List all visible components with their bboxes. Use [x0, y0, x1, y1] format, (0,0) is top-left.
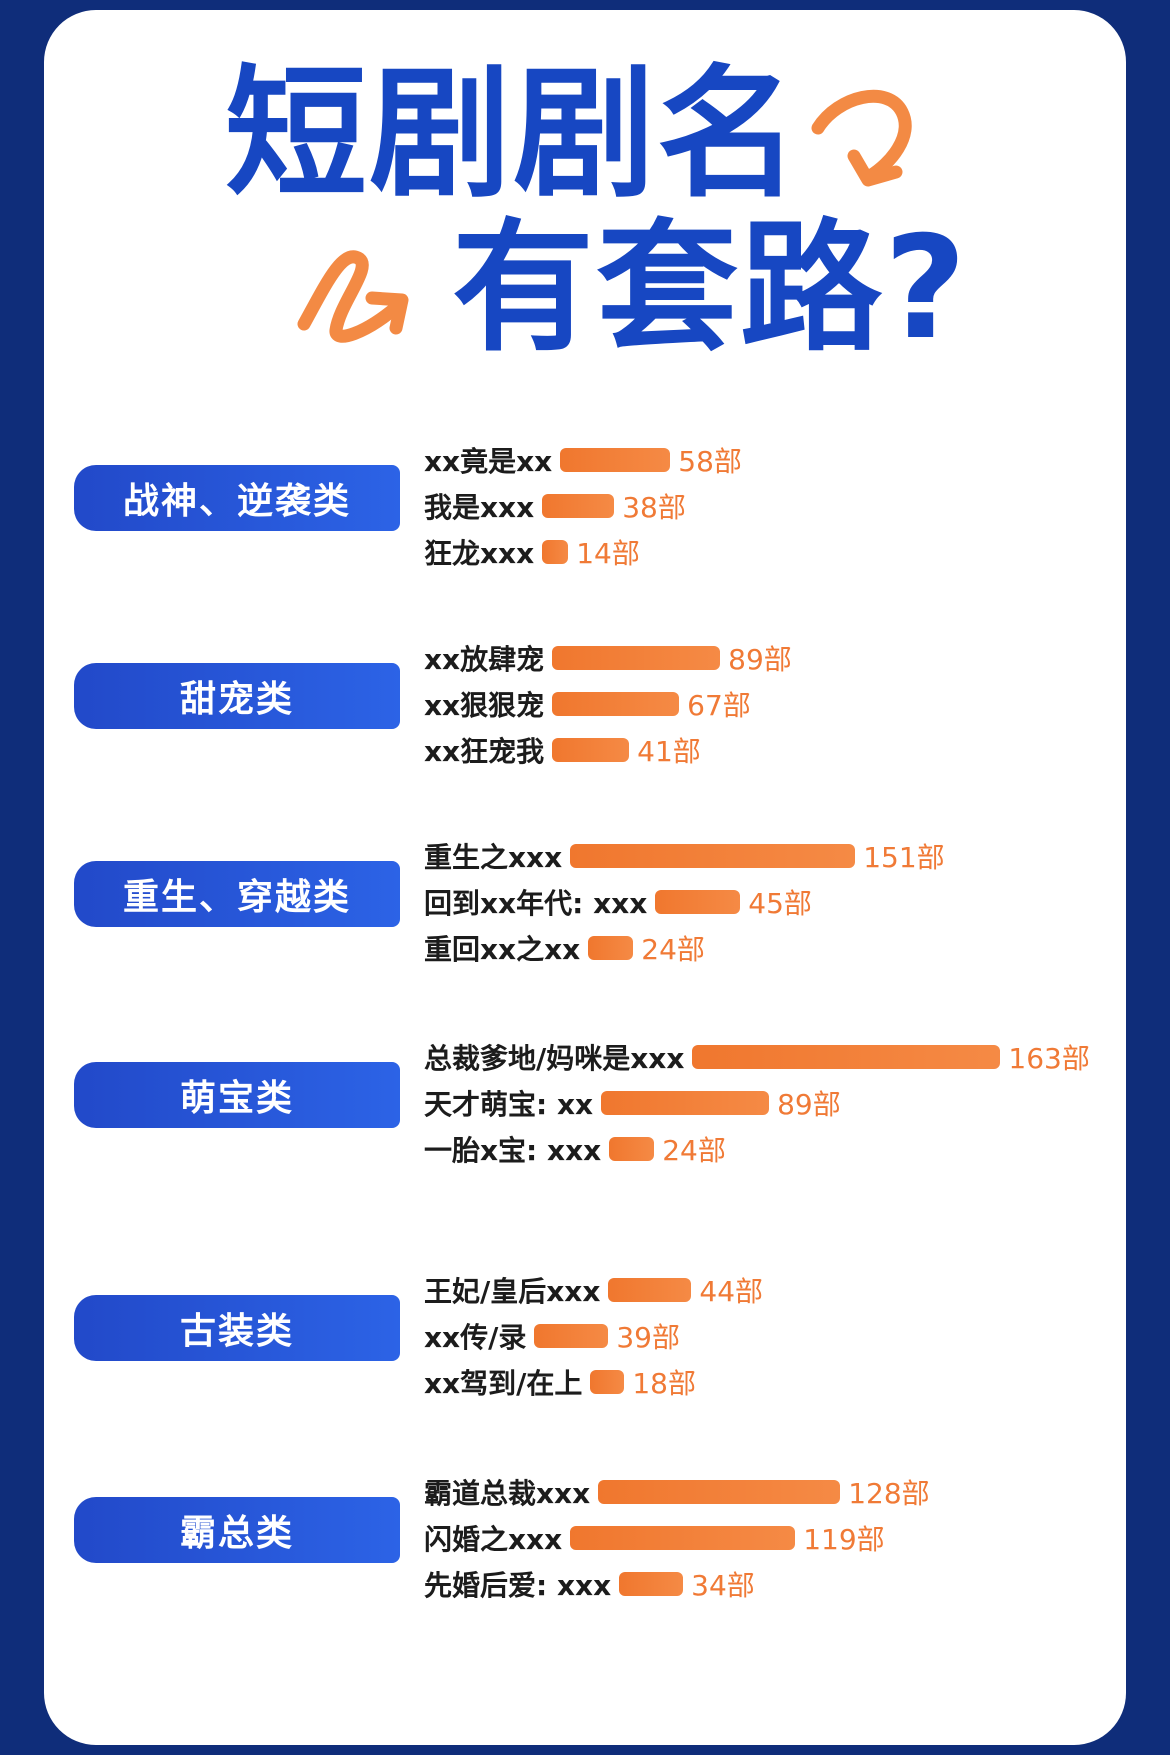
- bar-value-label: 44部: [699, 1275, 764, 1308]
- title-line-1: 短剧剧名: [225, 52, 801, 217]
- bar: [608, 1278, 692, 1302]
- bar: [570, 844, 856, 868]
- bar: [552, 692, 680, 716]
- bar: [542, 540, 569, 564]
- bar-row: xx竟是xx 58部: [424, 440, 742, 480]
- bar-value-label: 24部: [662, 1134, 726, 1167]
- bar-label: xx狠狠宠: [424, 689, 545, 722]
- bar: [570, 1526, 796, 1550]
- bar-value-label: 163部: [1008, 1042, 1090, 1075]
- category-label: 甜宠类: [74, 663, 400, 729]
- bar-value-label: 24部: [641, 933, 705, 966]
- bar-row: 回到xx年代: xxx 45部: [424, 882, 812, 922]
- bar-value-label: 58部: [678, 445, 742, 478]
- bar-value-label: 151部: [863, 841, 945, 874]
- bar-label: xx狂宠我: [424, 735, 545, 768]
- bar-label: xx放肆宠: [424, 643, 545, 676]
- bar-value-label: 119部: [803, 1523, 885, 1556]
- category-label: 战神、逆袭类: [74, 465, 400, 531]
- bar-value-label: 34部: [691, 1569, 755, 1602]
- bar: [560, 448, 671, 472]
- bar-row: 狂龙xxx 14部: [424, 532, 640, 572]
- category-label: 霸总类: [74, 1497, 400, 1563]
- bar-row: 王妃/皇后xxx 44部: [424, 1270, 763, 1310]
- squiggle-arrow-icon: [297, 250, 409, 343]
- bar-label: 狂龙xxx: [424, 537, 535, 570]
- bar-row: 先婚后爱: xxx 34部: [424, 1564, 755, 1604]
- bar-label: 我是xxx: [424, 491, 535, 524]
- bar-value-label: 67部: [687, 689, 751, 722]
- bar-value-label: 14部: [576, 537, 640, 570]
- bar: [552, 738, 630, 762]
- bar-label: 重生之xxx: [424, 841, 563, 874]
- category-label: 古装类: [74, 1295, 400, 1361]
- category-label: 萌宝类: [74, 1062, 400, 1128]
- bar: [655, 890, 741, 914]
- bar-row: 重生之xxx 151部: [424, 836, 945, 876]
- bar: [692, 1045, 1001, 1069]
- bar-value-label: 45部: [748, 887, 812, 920]
- bar-row: 闪婚之xxx 119部: [424, 1518, 885, 1558]
- bar-row: 霸道总裁xxx 128部: [424, 1472, 930, 1512]
- bar-label: 先婚后爱: xxx: [424, 1569, 612, 1602]
- bar: [609, 1137, 655, 1161]
- bar-row: 重回xx之xx 24部: [424, 928, 705, 968]
- bar-value-label: 41部: [637, 735, 701, 768]
- bar-label: 霸道总裁xxx: [424, 1477, 591, 1510]
- bar-label: xx传/录: [424, 1321, 527, 1354]
- bar: [552, 646, 721, 670]
- bar-label: 王妃/皇后xxx: [424, 1275, 601, 1308]
- bar-row: 一胎x宝: xxx 24部: [424, 1129, 726, 1169]
- bar-label: xx驾到/在上: [424, 1367, 583, 1400]
- bar-label: xx竟是xx: [424, 445, 553, 478]
- bar-label: 闪婚之xxx: [424, 1523, 563, 1556]
- bar-row: xx驾到/在上 18部: [424, 1362, 696, 1402]
- bar-label: 重回xx之xx: [424, 933, 581, 966]
- squiggle-arrow-icon: [811, 89, 912, 187]
- bar-row: xx狂宠我 41部: [424, 730, 701, 770]
- bar-value-label: 89部: [728, 643, 792, 676]
- bar-row: 总裁爹地/妈咪是xxx 163部: [424, 1037, 1090, 1077]
- bar-value-label: 18部: [632, 1367, 696, 1400]
- bar-value-label: 39部: [616, 1321, 680, 1354]
- category-label: 重生、穿越类: [74, 861, 400, 927]
- bar-value-label: 38部: [622, 491, 686, 524]
- bar-row: xx放肆宠 89部: [424, 638, 792, 678]
- bar: [588, 936, 634, 960]
- bar-value-label: 89部: [777, 1088, 841, 1121]
- title-line-2: 有套路?: [452, 206, 969, 371]
- bar-row: 天才萌宝: xx 89部: [424, 1083, 841, 1123]
- bar: [534, 1324, 609, 1348]
- bar-row: 我是xxx 38部: [424, 486, 686, 526]
- bar-value-label: 128部: [848, 1477, 930, 1510]
- bar: [601, 1091, 770, 1115]
- bar: [619, 1572, 684, 1596]
- bar-row: xx狠狠宠 67部: [424, 684, 751, 724]
- bar-label: 总裁爹地/妈咪是xxx: [424, 1042, 685, 1075]
- bar: [590, 1370, 625, 1394]
- bar-row: xx传/录 39部: [424, 1316, 680, 1356]
- bar-label: 一胎x宝: xxx: [424, 1134, 602, 1167]
- bar-label: 天才萌宝: xx: [424, 1088, 594, 1121]
- bar: [542, 494, 615, 518]
- bar: [598, 1480, 841, 1504]
- bar-label: 回到xx年代: xxx: [424, 887, 648, 920]
